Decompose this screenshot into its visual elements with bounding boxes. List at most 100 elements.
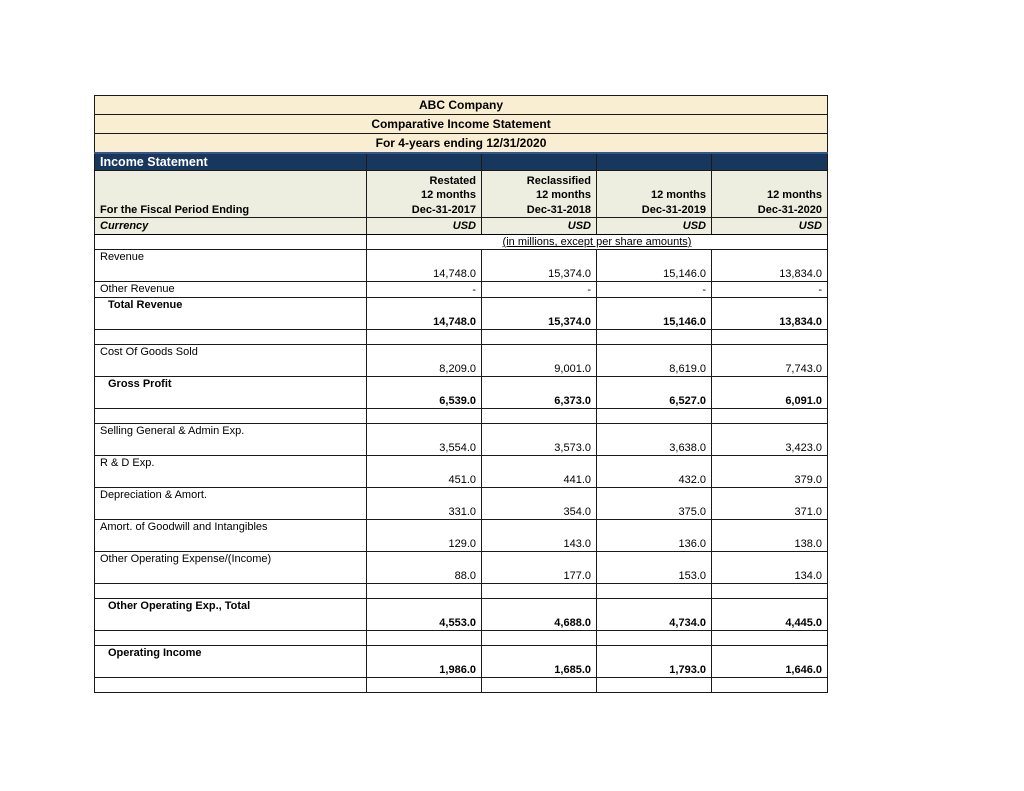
cell-value (596, 677, 712, 693)
row-label: Other Revenue (94, 281, 367, 298)
spacer-row (94, 583, 829, 599)
section-cell (596, 152, 712, 171)
cell-value (481, 583, 597, 599)
cell-value: 3,573.0 (481, 423, 597, 456)
row-label: Operating Income (94, 645, 367, 678)
cell-value: 177.0 (481, 551, 597, 584)
column-header-2017: Restated 12 months Dec-31-2017 (366, 170, 482, 218)
cell-value: 331.0 (366, 487, 482, 520)
cell-value: 6,091.0 (710, 376, 829, 409)
row-label: Selling General & Admin Exp. (94, 423, 367, 456)
cell-value (366, 583, 482, 599)
cell-value: 15,146.0 (596, 249, 712, 282)
row-label: Depreciation & Amort. (94, 487, 367, 520)
cell-value: - (481, 281, 597, 298)
cell-value: 15,146.0 (596, 297, 712, 330)
units-note-left-cell (94, 234, 367, 250)
cell-value: 8,209.0 (366, 344, 482, 377)
table-row: R & D Exp. 451.0 441.0 432.0 379.0 (94, 455, 829, 488)
currency-value: USD (596, 217, 712, 235)
cell-value: 3,554.0 (366, 423, 482, 456)
statement-title-row: Comparative Income Statement (93, 114, 829, 134)
column-header-row: For the Fiscal Period Ending Restated 12… (94, 170, 829, 218)
cell-value: 15,374.0 (481, 297, 597, 330)
column-header-2018: Reclassified 12 months Dec-31-2018 (481, 170, 597, 218)
row-label: Other Operating Expense/(Income) (94, 551, 367, 584)
row-label: Other Operating Exp., Total (94, 598, 367, 631)
row-label: Cost Of Goods Sold (94, 344, 367, 377)
period-subtitle: For 4-years ending 12/31/2020 (93, 133, 829, 154)
currency-value: USD (366, 217, 482, 235)
section-header: Income Statement (94, 152, 367, 171)
table-row: Selling General & Admin Exp. 3,554.0 3,573… (94, 423, 829, 456)
units-note-row: (in millions, except per share amounts) (94, 234, 829, 250)
cell-value: 6,373.0 (481, 376, 597, 409)
units-note: (in millions, except per share amounts) (502, 236, 692, 248)
currency-value: USD (481, 217, 597, 235)
cell-value (710, 677, 829, 693)
table-row: Operating Income 1,986.0 1,685.0 1,793.0 1,6… (94, 645, 829, 678)
table-row: Other Revenue - - - - (94, 281, 829, 298)
table-row: Other Operating Exp., Total 4,553.0 4,688.… (94, 598, 829, 631)
cell-value (366, 677, 482, 693)
company-title-row: ABC Company (93, 95, 829, 115)
spacer-row (94, 329, 829, 345)
cell-value: 143.0 (481, 519, 597, 552)
cell-value: 1,646.0 (710, 645, 829, 678)
section-header-row: Income Statement (94, 152, 829, 171)
table-row: Cost Of Goods Sold 8,209.0 9,001.0 8,619.0 7… (94, 344, 829, 377)
cell-value (596, 408, 712, 424)
cell-value (366, 630, 482, 646)
row-label (94, 329, 367, 345)
cell-value (481, 408, 597, 424)
table-row: Revenue 14,748.0 15,374.0 15,146.0 13,834.0 (94, 249, 829, 282)
cell-value: 14,748.0 (366, 249, 482, 282)
table-row: Gross Profit 6,539.0 6,373.0 6,527.0 6,091.0 (94, 376, 829, 409)
cell-value: 15,374.0 (481, 249, 597, 282)
cell-value: 9,001.0 (481, 344, 597, 377)
column-header-line: Dec-31-2018 (526, 203, 591, 216)
section-cell (481, 152, 597, 171)
cell-value: 1,793.0 (596, 645, 712, 678)
table-row: Depreciation & Amort. 331.0 354.0 375.0 371.… (94, 487, 829, 520)
period-title-row: For 4-years ending 12/31/2020 (93, 133, 829, 154)
cell-value (481, 630, 597, 646)
spacer-row (94, 630, 829, 646)
income-statement-table: ABC Company Comparative Income Statement… (93, 95, 829, 693)
column-header-line: Dec-31-2019 (641, 203, 706, 216)
table-row: Amort. of Goodwill and Intangibles 129.0 1… (94, 519, 829, 552)
statement-subtitle: Comparative Income Statement (93, 114, 829, 134)
section-cell (366, 152, 482, 171)
cell-value (366, 408, 482, 424)
cell-value: 3,423.0 (710, 423, 829, 456)
cell-value: 136.0 (596, 519, 712, 552)
cell-value (596, 583, 712, 599)
spacer-row (94, 408, 829, 424)
cell-value (710, 583, 829, 599)
cell-value: 375.0 (596, 487, 712, 520)
currency-value: USD (710, 217, 829, 235)
fiscal-period-label: For the Fiscal Period Ending (94, 170, 367, 218)
cell-value: 129.0 (366, 519, 482, 552)
table-row: Other Operating Expense/(Income) 88.0 177.… (94, 551, 829, 584)
cell-value: 432.0 (596, 455, 712, 488)
cell-value: 1,986.0 (366, 645, 482, 678)
column-header-line: 12 months (767, 189, 823, 201)
row-label (94, 677, 367, 693)
cell-value: 14,748.0 (366, 297, 482, 330)
column-header-line: 12 months (650, 189, 706, 201)
units-note-cell: (in millions, except per share amounts) (365, 234, 829, 250)
column-header-line: Restated (429, 174, 476, 187)
spacer-row (94, 677, 829, 693)
cell-value (710, 408, 829, 424)
cell-value (710, 329, 829, 345)
cell-value: - (710, 281, 829, 298)
column-header-2020: 12 months Dec-31-2020 (710, 170, 829, 218)
cell-value (596, 329, 712, 345)
currency-label: Currency (94, 217, 367, 235)
cell-value (481, 677, 597, 693)
row-label: Revenue (94, 249, 367, 282)
cell-value: 451.0 (366, 455, 482, 488)
row-label (94, 630, 367, 646)
